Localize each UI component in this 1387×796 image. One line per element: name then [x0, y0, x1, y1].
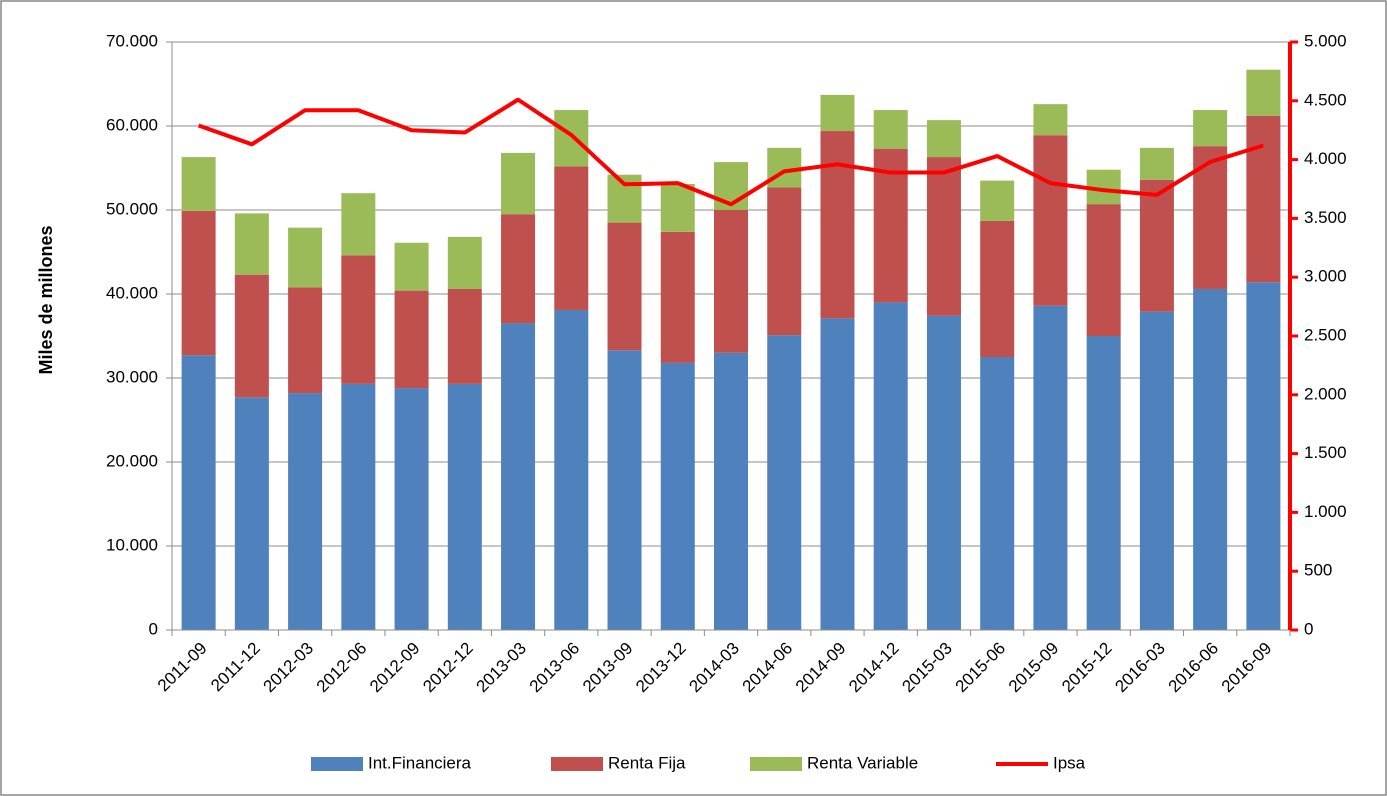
bar-segment	[447, 236, 482, 289]
bar-segment	[980, 180, 1015, 221]
bar-segment	[607, 222, 642, 351]
bar-segment	[181, 157, 216, 211]
bar-segment	[394, 242, 429, 291]
y2-tick-label: 2.000	[1304, 384, 1347, 403]
y-tick-label: 30.000	[106, 367, 158, 386]
legend-swatch	[551, 757, 603, 771]
bar-segment	[926, 157, 961, 316]
bar-segment	[288, 227, 323, 288]
bar-segment	[820, 318, 855, 630]
bar-segment	[554, 309, 589, 630]
y2-tick-label: 3.500	[1304, 208, 1347, 227]
bar-segment	[714, 210, 748, 353]
bar-segment	[767, 147, 802, 188]
bar-segment	[1033, 135, 1068, 306]
bar-segment	[1033, 104, 1068, 136]
bar-segment	[767, 187, 802, 336]
y2-tick-label: 2.500	[1304, 325, 1347, 344]
y-tick-label: 40.000	[106, 283, 158, 302]
y-tick-label: 70.000	[106, 31, 158, 50]
line-series	[197, 97, 1264, 207]
bar-segment	[767, 335, 802, 630]
y2-tick-label: 4.000	[1304, 149, 1347, 168]
legend-label: Renta Variable	[807, 753, 918, 772]
legend-label: Ipsa	[1053, 753, 1086, 772]
bar-segment	[873, 110, 908, 149]
bar-segment	[926, 120, 961, 158]
bar-segment	[1246, 69, 1281, 116]
bar-segment	[341, 193, 376, 256]
y2-tick-label: 0	[1304, 619, 1313, 638]
y-tick-label: 50.000	[106, 199, 158, 218]
bar-segment	[234, 213, 269, 275]
bar-segment	[447, 288, 482, 384]
bar-segment	[234, 397, 269, 630]
bar-segment	[1086, 204, 1121, 336]
bar-segment	[1139, 179, 1174, 312]
y-tick-label: 20.000	[106, 451, 158, 470]
bar-segment	[1193, 288, 1228, 630]
bar-segment	[1139, 311, 1174, 630]
bar-segment	[288, 287, 323, 394]
bar-segment	[1033, 305, 1068, 630]
y2-tick-label: 1.000	[1304, 502, 1347, 521]
bar-segment	[554, 166, 589, 310]
bar-segment	[501, 323, 536, 630]
bar-segment	[554, 110, 589, 167]
y-tick-label: 10.000	[106, 535, 158, 554]
bar-segment	[607, 350, 642, 630]
y2-tick-label: 5.000	[1304, 31, 1347, 50]
bar-segment	[394, 388, 429, 630]
bar-segment	[394, 290, 429, 389]
y-tick-label: 60.000	[106, 115, 158, 134]
y-axis-title: Miles de millones	[36, 225, 56, 374]
y2-tick-label: 500	[1304, 561, 1332, 580]
bar-segment	[341, 255, 376, 384]
bar-segment	[234, 274, 269, 398]
legend-label: Renta Fija	[608, 753, 686, 772]
bar-segment	[447, 383, 482, 630]
bar-segment	[181, 355, 216, 630]
bar-segment	[714, 352, 748, 630]
bar-segment	[501, 152, 536, 215]
bar-segment	[181, 210, 216, 356]
bar-segment	[1193, 110, 1228, 147]
bar-segment	[660, 362, 695, 630]
y2-tick-label: 3.000	[1304, 267, 1347, 286]
bar-segment	[1246, 282, 1281, 630]
y-tick-label: 0	[149, 619, 158, 638]
bar-segment	[820, 131, 855, 319]
legend-label: Int.Financiera	[368, 753, 472, 772]
bar-segment	[288, 393, 323, 630]
bar-segment	[660, 231, 695, 363]
bar-segment	[501, 214, 536, 324]
bar-segment	[341, 383, 376, 630]
legend-swatch	[750, 757, 802, 771]
bar-segment	[1139, 147, 1174, 180]
y2-tick-label: 1.500	[1304, 443, 1347, 462]
bar-segment	[660, 183, 695, 232]
bar-segment	[873, 302, 908, 630]
bar-segment	[980, 220, 1015, 357]
bar-segment	[820, 94, 855, 132]
legend-swatch	[311, 757, 363, 771]
bar-segment	[926, 315, 961, 630]
bar-segment	[1086, 336, 1121, 630]
bar-segment	[980, 357, 1015, 630]
y2-tick-label: 4.500	[1304, 90, 1347, 109]
bar-segment	[1246, 115, 1281, 283]
